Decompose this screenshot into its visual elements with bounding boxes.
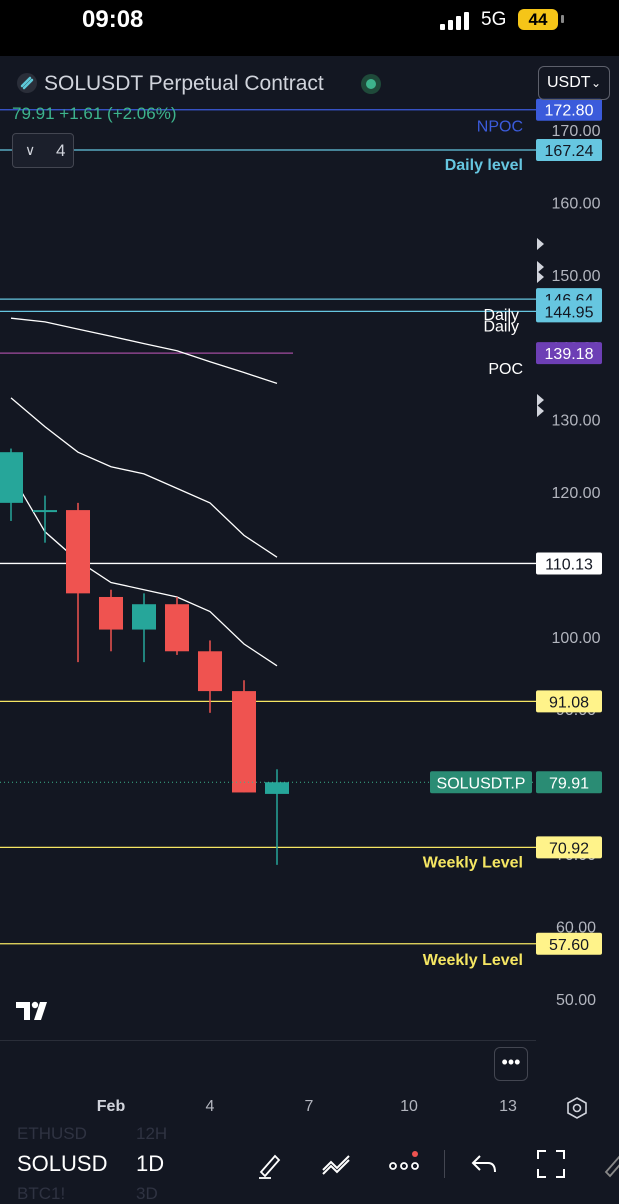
level-price-tag-text: 139.18: [545, 346, 594, 363]
pen-icon[interactable]: [255, 1148, 287, 1180]
more-dots-icon: •••: [501, 1052, 521, 1072]
symbol-tag: [430, 771, 532, 794]
level-price-tag: [536, 552, 602, 575]
price-change-percent: (+2.06%): [107, 104, 177, 123]
indicators-toggle-button[interactable]: ∨ 4: [12, 133, 74, 168]
time-axis[interactable]: Feb 4 7 10 13: [0, 1092, 619, 1122]
pen-icon[interactable]: [600, 1148, 619, 1180]
symbol-title[interactable]: SOLUSDT Perpetual Contract: [44, 72, 324, 95]
y-tick: 170.00: [552, 123, 601, 140]
level-label: NPOC: [477, 119, 523, 136]
last-price: 79.91: [12, 104, 55, 123]
ghost-symbol: BTC1!: [17, 1184, 66, 1203]
level-price-tag-text: 57.60: [549, 937, 589, 954]
status-time: 09:08: [82, 6, 144, 33]
chevron-down-icon: ⌄: [590, 76, 601, 90]
tradingview-logo: [16, 998, 56, 1029]
price-change: +1.61: [59, 104, 103, 123]
level-price-tag: [536, 138, 602, 161]
candle-body: [265, 782, 289, 794]
settings-icon[interactable]: [566, 1097, 588, 1119]
candle-body: [33, 510, 57, 513]
price-quote: 79.91 +1.61 (+2.06%): [12, 104, 176, 124]
candle-body: [198, 651, 222, 692]
level-price-tag: [536, 690, 602, 713]
candle-body: [0, 452, 23, 503]
battery-icon: 44: [518, 9, 558, 30]
level-label: Weekly Level: [423, 854, 523, 871]
ghost-interval: 3D: [136, 1184, 158, 1203]
last-price-tag-text: 79.91: [549, 775, 589, 792]
level-price-tag: [536, 932, 602, 955]
level-price-tag-text: 167.24: [545, 143, 594, 160]
x-tick: 7: [304, 1098, 314, 1115]
fullscreen-icon[interactable]: [535, 1148, 567, 1180]
y-tick: 100.00: [552, 630, 601, 647]
status-bar: 09:08 5G 44: [0, 0, 619, 56]
more-dots-icon[interactable]: [388, 1148, 420, 1180]
axis-marker: [537, 405, 544, 417]
interval-selector[interactable]: 1D: [136, 1151, 165, 1176]
ghost-symbol: ETHUSD: [17, 1124, 87, 1143]
level-price-tag-text: 144.95: [545, 304, 594, 321]
level-label: Daily level: [445, 157, 523, 174]
last-price-tag: [536, 771, 602, 794]
y-tick: 120.00: [552, 485, 601, 502]
level-label: Daily: [483, 307, 519, 324]
moving-average-line: [10, 397, 278, 558]
market-open-indicator: [361, 74, 381, 94]
level-label: Daily: [483, 318, 519, 335]
level-price-tag: [536, 836, 602, 859]
price-chart[interactable]: 170.00160.00150.00140.00130.00120.00110.…: [0, 56, 619, 1116]
solana-logo-icon: [17, 73, 37, 93]
y-tick: 160.00: [552, 195, 601, 212]
level-price-tag: [536, 342, 602, 365]
chart-header: SOLUSDT Perpetual Contract USDT ⌄: [0, 56, 619, 110]
symbol-tag-text: SOLUSDT.P: [437, 775, 526, 792]
level-price-tag-text: 172.80: [545, 103, 594, 120]
level-price-tag: [536, 98, 602, 121]
level-price-tag-text: 70.92: [549, 840, 589, 857]
ghost-interval: 12H: [136, 1124, 168, 1143]
y-tick: 60.00: [556, 919, 596, 936]
axis-marker: [537, 394, 544, 406]
y-tick: 130.00: [552, 413, 601, 430]
moving-average-line: [10, 317, 278, 385]
x-tick: 10: [400, 1098, 418, 1115]
chevron-down-icon: ∨: [25, 142, 36, 158]
symbol-selector[interactable]: SOLUSD: [17, 1151, 108, 1176]
level-price-tag-text: 91.08: [549, 694, 589, 711]
level-price-tag: [536, 300, 602, 323]
y-tick: 50.00: [556, 992, 596, 1009]
candle-body: [165, 604, 189, 652]
chart-more-button[interactable]: •••: [494, 1047, 528, 1081]
x-tick: Feb: [96, 1098, 126, 1115]
draw-tools-icon[interactable]: [320, 1148, 352, 1180]
x-tick: 4: [205, 1098, 215, 1115]
battery-cap: [561, 15, 564, 23]
candle-body: [99, 596, 123, 630]
x-tick: 13: [499, 1098, 517, 1115]
signal-icon: [440, 12, 470, 30]
tradingview-logo-icon: [16, 1001, 47, 1020]
candle-body: [232, 691, 256, 793]
toolbar-divider: [444, 1150, 445, 1178]
candle-body: [66, 510, 90, 594]
candle-body: [132, 604, 156, 630]
level-label: POC: [488, 361, 523, 378]
indicator-count: 4: [56, 141, 66, 160]
level-label: Weekly Level: [423, 952, 523, 969]
axis-marker: [537, 271, 544, 283]
network-label: 5G: [481, 9, 507, 30]
axis-marker: [537, 261, 544, 273]
bottom-toolbar: ETHUSD 12H BTC1! 3D SOLUSD 1D: [0, 1122, 619, 1203]
axis-marker: [537, 238, 544, 250]
level-price-tag-text: 110.13: [545, 556, 593, 573]
pane-separator: [0, 1040, 536, 1041]
undo-icon[interactable]: [468, 1148, 500, 1180]
y-tick: 150.00: [552, 268, 601, 285]
currency-selector[interactable]: USDT ⌄: [538, 66, 610, 100]
currency-label: USDT: [547, 74, 591, 91]
moving-average-line: [10, 473, 278, 667]
